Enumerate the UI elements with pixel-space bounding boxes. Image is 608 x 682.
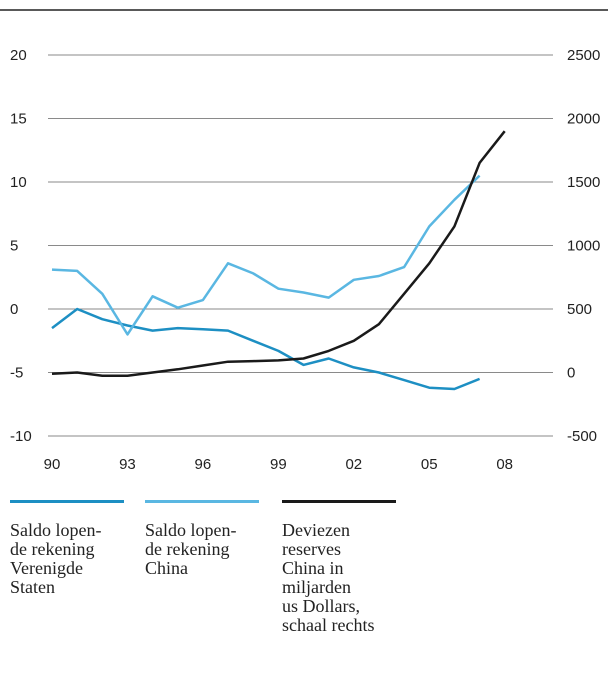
x-tick-label: 02 [345, 456, 362, 470]
y-left-tick-label: 5 [10, 238, 18, 255]
x-tick-label: 99 [270, 456, 287, 470]
x-tick-label: 08 [496, 456, 513, 470]
legend-swatch-us [10, 500, 124, 503]
y-left-tick-label: -5 [10, 365, 23, 382]
y-right-tick-label: 2500 [567, 47, 600, 64]
y-right-tick-label: 500 [567, 301, 592, 318]
china-current-account-line [51, 174, 481, 336]
legend-swatch-reserves [282, 500, 396, 503]
x-tick-label: 93 [119, 456, 136, 470]
y-right-tick-label: 1500 [567, 174, 600, 191]
legend-label-reserves: Deviezen reserves China in miljarden us Doll… [282, 520, 375, 635]
y-right-tick-label: 2000 [567, 111, 600, 128]
y-left-tick-label: 15 [10, 111, 27, 128]
legend-item-china-reserves: Deviezen reserves China in miljarden us Doll… [282, 500, 422, 635]
y-left-tick-label: 0 [10, 301, 18, 318]
y-right-tick-label: 0 [567, 365, 575, 382]
y-left-tick-label: -10 [10, 428, 32, 445]
legend-item-china-current-account: Saldo lopen-de rekening China [145, 500, 285, 578]
x-tick-label: 05 [421, 456, 438, 470]
x-tick-label: 90 [44, 456, 61, 470]
legend-item-us-current-account: Saldo lopen-de rekening Verenigde Staten [10, 500, 150, 597]
us-current-account-line [51, 307, 481, 391]
legend-swatch-china [145, 500, 259, 503]
x-tick-label: 96 [195, 456, 212, 470]
y-left-tick-label: 10 [10, 174, 27, 191]
legend-label-us: Saldo lopen-de rekening Verenigde Staten [10, 520, 102, 597]
legend-label-china: Saldo lopen-de rekening China [145, 520, 237, 578]
chart: 20 2500 15 2000 10 1500 5 1000 0 500 -5 0 -10 -500 90 9… [0, 9, 608, 470]
y-right-tick-label: 1000 [567, 238, 600, 255]
china-reserves-line [51, 130, 506, 377]
y-right-tick-label: -500 [567, 428, 597, 445]
y-left-tick-label: 20 [10, 47, 27, 64]
